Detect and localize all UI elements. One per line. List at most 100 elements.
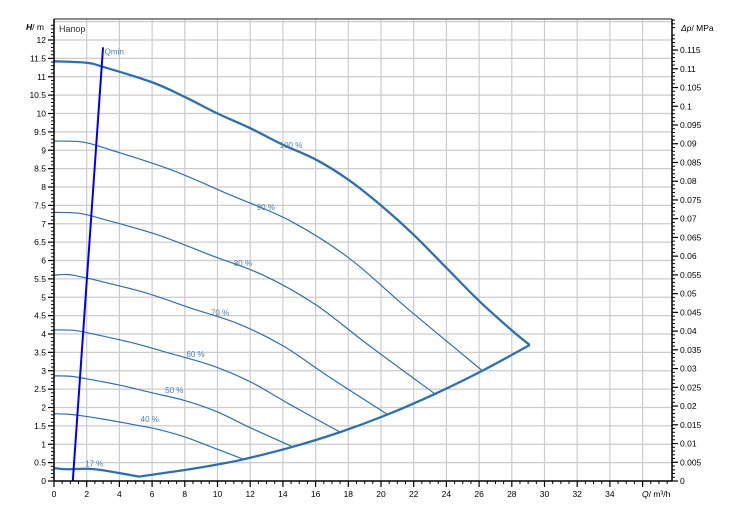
y-tick-label: 9 — [41, 145, 46, 155]
x-tick-label: 10 — [213, 489, 223, 499]
x-tick-label: 26 — [474, 489, 484, 499]
y2-tick-label: 0.1 — [680, 101, 692, 111]
x-tick-label: 22 — [409, 489, 419, 499]
curve-label: 60 % — [186, 350, 204, 359]
y-tick-label: 8 — [41, 182, 46, 192]
x-tick-label: 20 — [376, 489, 386, 499]
y2-tick-label: 0.115 — [680, 45, 701, 55]
pump-curve-80-percent — [53, 211, 436, 395]
x-axis-label: Q/ m³/h — [642, 489, 671, 499]
y-tick-label: 4.5 — [34, 311, 46, 321]
pump-curve-100-percent — [53, 60, 531, 346]
curve-label: 50 % — [165, 386, 183, 395]
x-tick-label: 24 — [442, 489, 452, 499]
y-tick-label: 8.5 — [34, 164, 46, 174]
y2-tick-label: 0.07 — [680, 214, 697, 224]
y-tick-label: 10.5 — [29, 90, 46, 100]
x-tick-label: 30 — [540, 489, 550, 499]
x-tick-label: 34 — [605, 489, 615, 499]
x-tick-label: 18 — [344, 489, 354, 499]
y2-tick-label: 0.09 — [680, 139, 697, 149]
y-tick-label: 5.5 — [34, 274, 46, 284]
x-tick-label: 14 — [278, 489, 288, 499]
y-axis-symbol: H — [26, 22, 33, 32]
pump-curve-17-percent — [53, 466, 140, 478]
y-tick-label: 7 — [41, 219, 46, 229]
pump-curve-60-percent — [53, 329, 341, 433]
y2-tick-label: 0.015 — [680, 420, 702, 430]
y2-tick-label: 0.105 — [680, 83, 702, 93]
pump-curve-50-percent — [53, 375, 293, 448]
y-tick-label: 2.5 — [34, 384, 46, 394]
y-tick-label: 9.5 — [34, 127, 46, 137]
y2-tick-label: 0.06 — [680, 251, 697, 261]
y2-tick-label: 0.005 — [680, 457, 702, 467]
qmin-label: Qmin — [105, 48, 124, 57]
y-axis-label: H/ m — [26, 22, 44, 32]
y2-tick-label: 0.035 — [680, 345, 702, 355]
qmin-line — [71, 47, 105, 482]
y-tick-label: 0 — [41, 476, 46, 486]
y2-tick-label: 0.11 — [680, 64, 696, 74]
x-tick-label: 16 — [311, 489, 321, 499]
curve-label: 70 % — [211, 309, 229, 318]
y-tick-label: 6 — [41, 256, 46, 266]
y-tick-label: 1.5 — [34, 421, 46, 431]
y-tick-label: 7.5 — [34, 200, 46, 210]
y-tick-label: 12 — [37, 35, 47, 45]
y2-tick-label: 0.065 — [680, 232, 702, 242]
x-tick-label: 28 — [507, 489, 517, 499]
y-tick-label: 2 — [41, 403, 46, 413]
y-tick-label: 5 — [41, 292, 46, 302]
y2-tick-label: 0.085 — [680, 157, 702, 167]
axes: 00.511.522.533.544.555.566.577.588.599.5… — [29, 18, 702, 499]
y-tick-label: 1 — [41, 439, 46, 449]
y2-tick-label: 0.08 — [680, 176, 697, 186]
y2-tick-label: 0.025 — [680, 382, 702, 392]
y-tick-label: 10 — [37, 109, 47, 119]
y-tick-label: 11 — [37, 72, 46, 82]
x-tick-label: 32 — [572, 489, 582, 499]
y2-tick-label: 0.075 — [680, 195, 702, 205]
y2-tick-label: 0.01 — [680, 439, 697, 449]
y2-axis-unit: / MPa — [691, 23, 713, 33]
x-tick-label: 2 — [84, 489, 89, 499]
x-tick-label: 0 — [52, 489, 57, 499]
y2-tick-label: 0.05 — [680, 289, 697, 299]
x-axis-symbol: Q — [642, 489, 649, 499]
y2-tick-label: 0.02 — [680, 401, 697, 411]
y-axis-unit: / m — [32, 22, 44, 32]
curves: 100 % 90 % 80 % 70 % 60 % 50 % 40 % 17 % Qmin — [53, 47, 531, 482]
y2-tick-label: 0.045 — [680, 307, 702, 317]
y-tick-label: 3 — [41, 366, 46, 376]
y2-axis-symbol: Δp — [680, 23, 692, 33]
y2-axis-label: Δp/ MPa — [680, 23, 714, 33]
x-tick-label: 12 — [245, 489, 255, 499]
pump-curve-90-percent — [53, 140, 483, 372]
pump-curve-min-boundary — [138, 344, 531, 478]
x-tick-label: 4 — [117, 489, 122, 499]
x-tick-label: 6 — [150, 489, 155, 499]
y-tick-label: 0.5 — [34, 458, 46, 468]
curve-label: 100 % — [280, 141, 303, 150]
curve-label: 90 % — [257, 203, 275, 212]
y-tick-label: 4 — [41, 329, 46, 339]
y-tick-label: 11.5 — [30, 53, 46, 63]
grid — [54, 19, 672, 481]
x-axis-unit: / m³/h — [649, 489, 671, 499]
x-tick-label: 8 — [182, 489, 187, 499]
y-tick-label: 3.5 — [34, 347, 46, 357]
chart-title: Напор — [59, 24, 85, 34]
y2-tick-label: 0.055 — [680, 270, 702, 280]
curve-label: 40 % — [141, 415, 159, 424]
y2-tick-label: 0 — [680, 476, 685, 486]
pump-curve-40-percent — [53, 413, 244, 460]
curve-label: 17 % — [85, 459, 103, 468]
y-tick-label: 6.5 — [34, 237, 46, 247]
y2-tick-label: 0.04 — [680, 326, 697, 336]
pump-curve-70-percent — [53, 273, 388, 415]
y2-tick-label: 0.095 — [680, 120, 702, 130]
curve-label: 80 % — [234, 259, 252, 268]
y2-tick-label: 0.03 — [680, 364, 697, 374]
